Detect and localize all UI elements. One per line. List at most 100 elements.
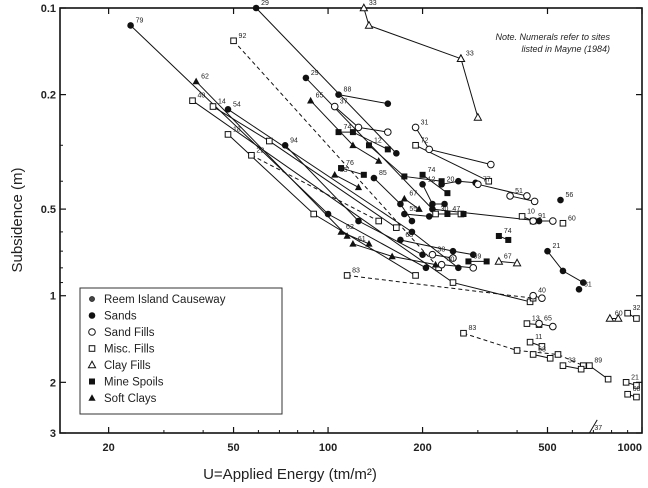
site-label: 40 bbox=[447, 257, 455, 264]
y-axis-title: Subsidence (m) bbox=[9, 167, 26, 272]
data-point bbox=[307, 97, 314, 104]
data-point bbox=[555, 352, 561, 358]
data-point bbox=[465, 258, 471, 264]
site-label: 92 bbox=[239, 33, 247, 40]
site-label: 33 bbox=[369, 0, 377, 7]
series-line bbox=[335, 175, 359, 188]
data-point bbox=[547, 355, 553, 361]
site-label: 65 bbox=[544, 316, 552, 323]
site-label: 83 bbox=[352, 267, 360, 274]
legend-marker bbox=[89, 329, 96, 336]
site-label: 74 bbox=[504, 228, 512, 235]
y-tick-label: 0.1 bbox=[41, 3, 56, 15]
data-point bbox=[303, 75, 310, 82]
legend-marker bbox=[89, 312, 96, 319]
data-point bbox=[335, 91, 342, 98]
data-point bbox=[433, 211, 439, 217]
site-label: 29 bbox=[261, 0, 269, 7]
legend-marker bbox=[89, 346, 95, 352]
series-line bbox=[256, 8, 396, 153]
x-tick-label: 20 bbox=[103, 442, 115, 454]
data-point bbox=[578, 366, 584, 372]
legend-label: Mine Spoils bbox=[104, 377, 164, 389]
y-tick-label: 1 bbox=[50, 291, 56, 303]
data-point bbox=[282, 142, 289, 149]
site-label: 94 bbox=[290, 137, 298, 144]
site-label: 20 bbox=[447, 176, 455, 183]
data-point bbox=[495, 258, 502, 265]
data-point bbox=[550, 218, 557, 225]
site-label: 22 bbox=[256, 147, 264, 154]
data-point bbox=[587, 363, 593, 369]
site-label: 79 bbox=[136, 17, 144, 24]
data-point bbox=[576, 286, 583, 293]
data-point bbox=[225, 106, 232, 113]
data-point bbox=[331, 103, 338, 110]
series-line bbox=[416, 127, 491, 164]
data-point bbox=[557, 197, 564, 204]
site-label: 76 bbox=[346, 160, 354, 167]
data-point bbox=[249, 152, 255, 158]
data-point bbox=[524, 321, 530, 327]
site-label: 21 bbox=[631, 374, 639, 381]
site-label: 12 bbox=[374, 137, 382, 144]
data-point bbox=[560, 363, 566, 369]
site-label: 91 bbox=[538, 213, 546, 220]
data-point bbox=[450, 248, 457, 255]
legend-label: Clay Fills bbox=[104, 360, 151, 372]
site-label: 37 bbox=[594, 425, 602, 432]
site-label: 40 bbox=[538, 288, 546, 295]
legend-label: Sands bbox=[104, 311, 137, 323]
data-point bbox=[267, 138, 273, 144]
data-point bbox=[550, 323, 557, 330]
data-point bbox=[455, 265, 462, 272]
data-point bbox=[423, 265, 430, 272]
data-point bbox=[376, 218, 382, 224]
data-point bbox=[474, 114, 481, 121]
data-point bbox=[365, 240, 372, 247]
series-line bbox=[547, 251, 583, 282]
data-point bbox=[625, 391, 631, 397]
site-label: 11 bbox=[535, 334, 542, 341]
data-point bbox=[450, 280, 456, 286]
series-line bbox=[364, 8, 461, 59]
site-label: 31 bbox=[421, 119, 429, 126]
data-point bbox=[336, 129, 342, 135]
data-point bbox=[625, 310, 631, 316]
data-point bbox=[361, 172, 367, 178]
data-point bbox=[397, 237, 404, 244]
data-point bbox=[409, 218, 416, 225]
data-point bbox=[193, 78, 200, 85]
y-tick-label: 0.5 bbox=[41, 204, 56, 216]
data-point bbox=[401, 211, 408, 218]
data-point bbox=[524, 193, 531, 200]
site-label: 14 bbox=[218, 99, 226, 106]
site-label: 88 bbox=[344, 87, 352, 94]
data-point bbox=[420, 172, 426, 178]
data-point bbox=[429, 251, 436, 258]
data-point bbox=[344, 273, 350, 279]
data-point bbox=[475, 181, 482, 188]
data-point bbox=[331, 171, 338, 178]
site-label: 29 bbox=[311, 70, 319, 77]
site-label: 55 bbox=[409, 206, 417, 213]
site-label: 62 bbox=[346, 224, 354, 231]
site-label: 54 bbox=[233, 101, 241, 108]
data-point bbox=[393, 150, 400, 157]
x-tick-label: 50 bbox=[227, 442, 239, 454]
site-label: 85 bbox=[379, 170, 387, 177]
legend-label: Misc. Fills bbox=[104, 344, 155, 356]
data-point bbox=[325, 211, 332, 218]
data-point bbox=[539, 295, 546, 302]
data-point bbox=[460, 211, 466, 217]
data-point bbox=[438, 181, 445, 188]
data-point bbox=[413, 273, 419, 279]
data-point bbox=[560, 268, 567, 275]
site-label: 63 bbox=[405, 232, 413, 239]
site-label: 30 bbox=[441, 206, 449, 213]
site-label: 47 bbox=[452, 206, 460, 213]
y-tick-label: 2 bbox=[50, 377, 56, 389]
legend-label: Sand Fills bbox=[104, 327, 155, 339]
data-point bbox=[225, 132, 231, 138]
site-label: 10 bbox=[527, 208, 535, 215]
